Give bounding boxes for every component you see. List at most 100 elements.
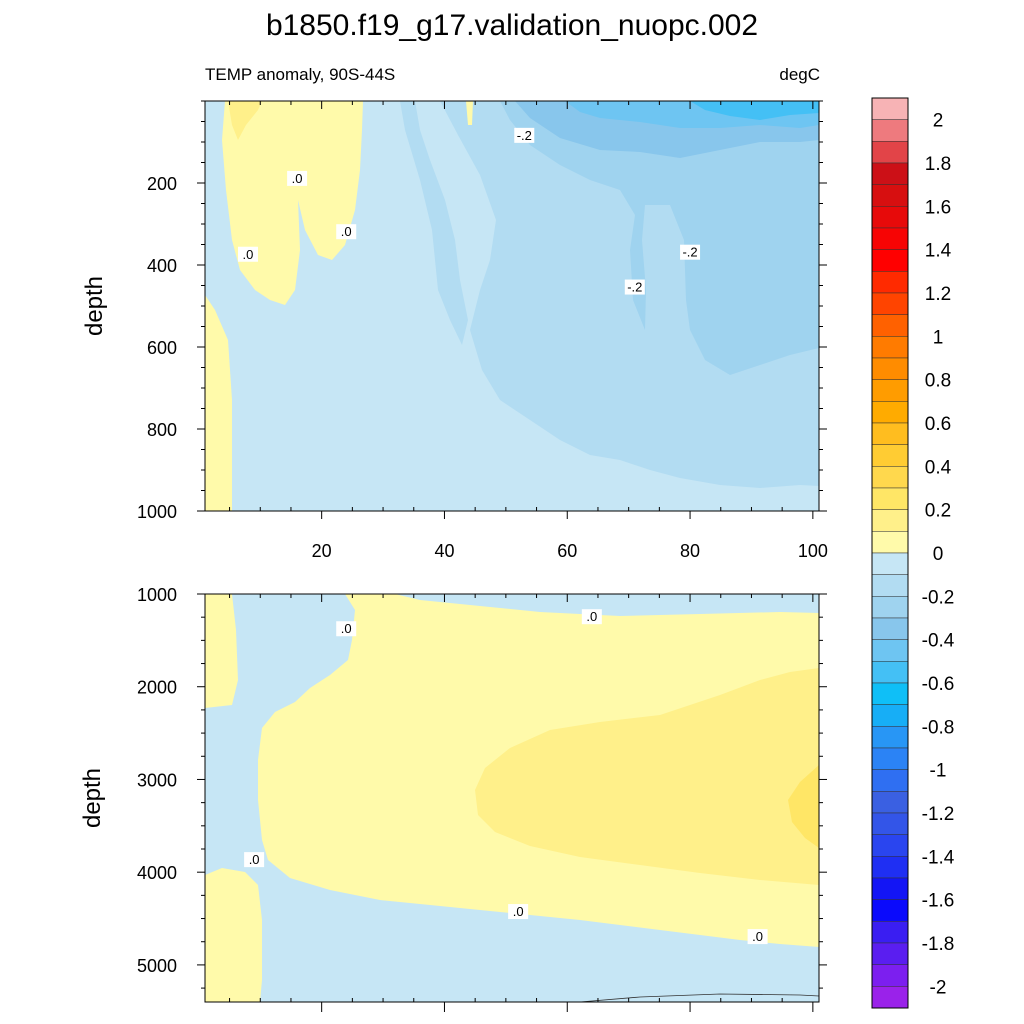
lower-panel: .0 .0 .0 .0 .0 1000 2000 3000 4000 5000 depth bbox=[79, 585, 827, 1012]
colorbar-swatch bbox=[871, 791, 909, 814]
colorbar-swatch bbox=[871, 964, 909, 987]
lower-y-ticks: 1000 2000 3000 4000 5000 bbox=[137, 585, 827, 989]
upper-fill-band-c bbox=[500, 101, 819, 375]
y-tick-label: 400 bbox=[147, 256, 177, 276]
x-tick-label: 80 bbox=[680, 541, 700, 561]
colorbar-swatch bbox=[871, 336, 909, 359]
colorbar-swatch bbox=[871, 141, 909, 164]
colorbar-swatch bbox=[871, 357, 909, 380]
colorbar-swatch bbox=[871, 119, 909, 142]
colorbar-swatch bbox=[871, 249, 909, 272]
contour-label: .0 bbox=[336, 224, 357, 240]
colorbar bbox=[871, 97, 909, 1009]
x-tick-label: 40 bbox=[434, 541, 454, 561]
x-tick-label: 100 bbox=[798, 541, 828, 561]
colorbar-swatch bbox=[871, 704, 909, 727]
y-tick-label: 4000 bbox=[137, 863, 177, 883]
colorbar-swatch bbox=[871, 942, 909, 965]
y-tick-label: 800 bbox=[147, 420, 177, 440]
colorbar-frame bbox=[871, 97, 909, 1009]
upper-fill-warm-d bbox=[466, 101, 473, 125]
colorbar-label: 1.4 bbox=[925, 241, 952, 262]
lower-contour-labels: .0 .0 .0 .0 .0 bbox=[244, 609, 768, 945]
colorbar-swatch bbox=[871, 747, 909, 770]
upper-subtitle-left: TEMP anomaly, 90S-44S bbox=[205, 65, 395, 84]
colorbar-swatch bbox=[871, 834, 909, 857]
contour-label-text: .0 bbox=[249, 852, 260, 867]
upper-fill-warm-c bbox=[228, 101, 262, 140]
y-tick-label: 3000 bbox=[137, 770, 177, 790]
upper-x-ticks: 20 40 60 80 100 bbox=[229, 101, 828, 561]
colorbar-swatch bbox=[871, 877, 909, 900]
colorbar-swatch bbox=[871, 552, 909, 575]
lower-y-axis-label: depth bbox=[79, 768, 106, 828]
colorbar-label: 1.8 bbox=[925, 154, 951, 175]
contour-label-text: .0 bbox=[243, 247, 254, 262]
colorbar-swatch bbox=[871, 162, 909, 185]
upper-subtitle-right: degC bbox=[779, 65, 820, 84]
colorbar-swatch bbox=[871, 509, 909, 532]
colorbar-swatch bbox=[871, 531, 909, 554]
colorbar-label: -1.8 bbox=[922, 934, 955, 955]
colorbar-label: 0 bbox=[933, 544, 944, 565]
colorbar-swatch bbox=[871, 487, 909, 510]
contour-label-box bbox=[237, 246, 258, 262]
contour-label: -.2 bbox=[514, 127, 535, 143]
contour-label-text: .0 bbox=[341, 621, 352, 636]
colorbar-label: 1 bbox=[933, 327, 944, 348]
contour-label: .0 bbox=[287, 170, 308, 186]
lower-fill-warm-inner bbox=[475, 668, 819, 885]
contour-label-box bbox=[508, 904, 529, 920]
colorbar-swatch bbox=[871, 899, 909, 922]
colorbar-swatch bbox=[871, 422, 909, 445]
contour-label: -.2 bbox=[680, 244, 701, 260]
colorbar-swatch bbox=[871, 682, 909, 705]
colorbar-label: 0.6 bbox=[925, 414, 951, 435]
x-tick-label: 20 bbox=[312, 541, 332, 561]
y-tick-label: 2000 bbox=[137, 678, 177, 698]
upper-fill-warm-b bbox=[205, 295, 232, 511]
contour-label-box bbox=[336, 224, 357, 240]
colorbar-label: 1.2 bbox=[925, 284, 951, 305]
colorbar-swatch bbox=[871, 466, 909, 489]
contour-label-box bbox=[244, 852, 265, 868]
contour-label-text: .0 bbox=[341, 224, 352, 239]
contour-label-text: .0 bbox=[586, 609, 597, 624]
colorbar-label: -0.4 bbox=[922, 631, 955, 652]
colorbar-swatch bbox=[871, 206, 909, 229]
colorbar-label: -1.2 bbox=[922, 804, 955, 825]
colorbar-label: -0.6 bbox=[922, 674, 955, 695]
colorbar-label: -1.4 bbox=[922, 847, 955, 868]
contour-label: .0 bbox=[747, 929, 768, 945]
colorbar-label: -0.2 bbox=[922, 587, 955, 608]
colorbar-swatch bbox=[871, 292, 909, 315]
colorbar-label: -1 bbox=[930, 761, 947, 782]
lower-fill-warm-left-top bbox=[205, 594, 238, 708]
colorbar-swatch bbox=[871, 184, 909, 207]
colorbar-swatch bbox=[871, 726, 909, 749]
contour-label-box bbox=[680, 244, 701, 260]
upper-y-ticks: 200 400 600 800 1000 bbox=[137, 100, 827, 522]
colorbar-swatch bbox=[871, 574, 909, 597]
contour-label: .0 bbox=[508, 904, 529, 920]
colorbar-swatch bbox=[871, 379, 909, 402]
y-tick-label: 1000 bbox=[137, 585, 177, 605]
y-tick-label: 600 bbox=[147, 338, 177, 358]
contour-label: .0 bbox=[581, 609, 602, 625]
colorbar-swatch bbox=[871, 444, 909, 467]
contour-label-text: .0 bbox=[752, 929, 763, 944]
contour-label-box bbox=[624, 279, 645, 295]
contour-label-box bbox=[287, 170, 308, 186]
colorbar-swatch bbox=[871, 639, 909, 662]
colorbar-swatch bbox=[871, 661, 909, 684]
colorbar-swatch bbox=[871, 271, 909, 294]
upper-y-axis-label: depth bbox=[81, 276, 108, 336]
contour-label: .0 bbox=[237, 246, 258, 262]
lower-x-ticks bbox=[229, 594, 814, 1012]
colorbar-swatch bbox=[871, 856, 909, 879]
colorbar-swatch bbox=[871, 596, 909, 619]
contour-label-box bbox=[581, 609, 602, 625]
colorbar-label: 1.6 bbox=[925, 197, 951, 218]
lower-contour-bottom bbox=[579, 993, 820, 1003]
